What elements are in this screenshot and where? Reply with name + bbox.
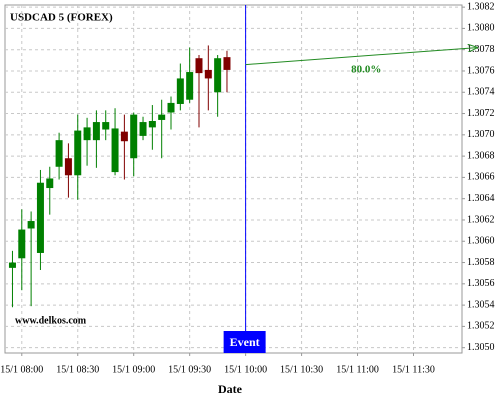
x-tick-label: 15/1 08:30 bbox=[56, 364, 99, 375]
y-tick-label: 1.3082 bbox=[467, 1, 495, 12]
x-tick-label: 15/1 08:00 bbox=[0, 364, 43, 375]
candle-body bbox=[139, 122, 147, 136]
candle-body bbox=[27, 221, 35, 229]
y-tick-label: 1.3080 bbox=[467, 23, 495, 34]
candle-body bbox=[214, 58, 222, 93]
candle-body bbox=[167, 102, 175, 113]
candle-body bbox=[223, 57, 231, 70]
y-tick-label: 1.3050 bbox=[467, 342, 495, 353]
candle-body bbox=[36, 182, 44, 253]
y-tick-label: 1.3068 bbox=[467, 150, 495, 161]
event-label-box bbox=[223, 331, 266, 353]
y-tick-label: 1.3062 bbox=[467, 214, 495, 225]
arrow-label: 80.0% bbox=[351, 64, 381, 76]
y-tick-label: 1.3072 bbox=[467, 108, 495, 119]
y-tick-label: 1.3054 bbox=[467, 299, 495, 310]
x-tick-label: 15/1 11:30 bbox=[392, 364, 435, 375]
plot-frame bbox=[4, 4, 463, 354]
y-tick-label: 1.3064 bbox=[467, 193, 495, 204]
y-tick-label: 1.3074 bbox=[467, 87, 495, 98]
candle-body bbox=[74, 130, 82, 176]
candle-body bbox=[204, 69, 212, 79]
candle-body bbox=[186, 72, 194, 100]
candle-body bbox=[8, 262, 16, 268]
x-tick-label: 15/1 09:30 bbox=[168, 364, 211, 375]
y-tick-label: 1.3058 bbox=[467, 257, 495, 268]
candle-body bbox=[120, 131, 128, 142]
candle-body bbox=[18, 229, 26, 259]
candle-body bbox=[92, 122, 100, 141]
candle-body bbox=[55, 140, 63, 167]
candle-body bbox=[148, 121, 156, 128]
y-tick-label: 1.3052 bbox=[467, 321, 495, 332]
x-tick-label: 15/1 10:30 bbox=[280, 364, 323, 375]
candle-body bbox=[46, 178, 54, 189]
candle-body bbox=[102, 122, 110, 130]
chart-title: USDCAD 5 (FOREX) bbox=[10, 12, 113, 24]
candle-body bbox=[176, 78, 184, 104]
y-tick-label: 1.3066 bbox=[467, 172, 495, 183]
arrow bbox=[245, 48, 477, 66]
candle-body bbox=[111, 128, 119, 173]
watermark: www.delkos.com bbox=[15, 315, 87, 326]
candle-body bbox=[64, 158, 72, 176]
y-tick-label: 1.3078 bbox=[467, 44, 495, 55]
y-tick-label: 1.3056 bbox=[467, 278, 495, 289]
candle-body bbox=[158, 114, 166, 120]
candle-body bbox=[195, 58, 203, 74]
x-tick-label: 15/1 10:00 bbox=[224, 364, 267, 375]
candle-body bbox=[130, 114, 138, 159]
event-label: Event bbox=[230, 335, 260, 349]
y-tick-label: 1.3070 bbox=[467, 129, 495, 140]
candle-body bbox=[83, 127, 91, 141]
y-tick-label: 1.3076 bbox=[467, 65, 495, 76]
x-tick-label: 15/1 11:00 bbox=[336, 364, 379, 375]
x-tick-label: 15/1 09:00 bbox=[112, 364, 155, 375]
y-tick-label: 1.3060 bbox=[467, 236, 495, 247]
x-axis-label: Date bbox=[218, 382, 243, 396]
